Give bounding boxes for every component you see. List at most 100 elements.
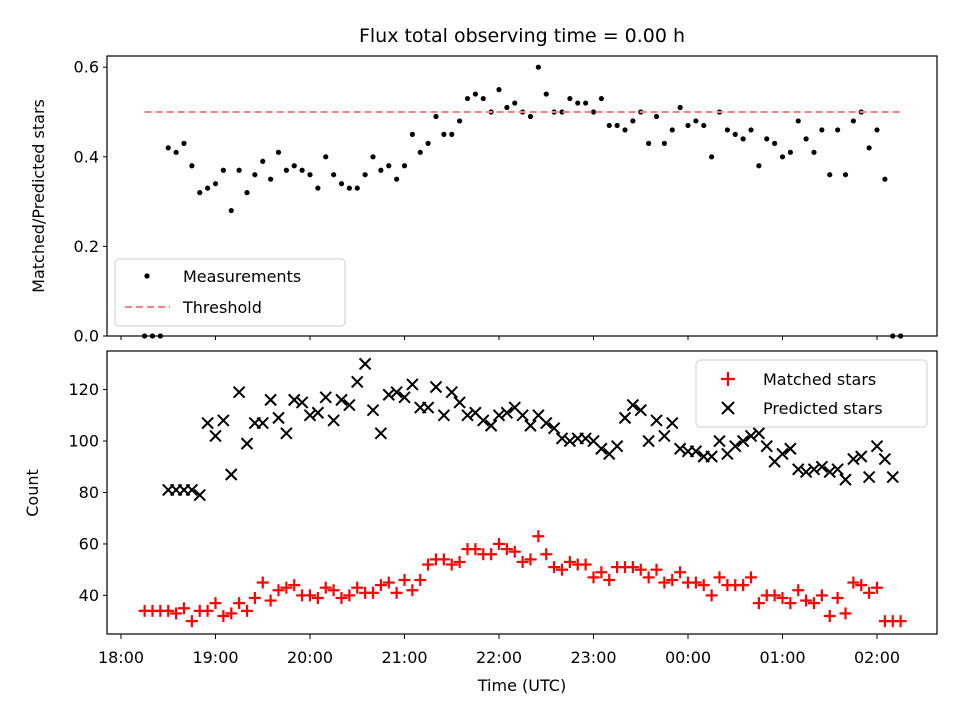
y-tick-label: 120	[68, 380, 99, 399]
ratio-y-axis-label: Matched/Predicted stars	[29, 99, 48, 293]
matched-star-point	[233, 597, 246, 610]
matched-star-point	[658, 576, 671, 589]
x-marker-stroke	[855, 450, 868, 463]
measurement-point	[787, 149, 793, 155]
count-y-axis: 40 60 80 100 120	[68, 380, 107, 605]
matched-star-point	[697, 579, 710, 592]
matched-star-point	[776, 591, 789, 604]
measurement-point	[338, 181, 345, 187]
predicted-star-point	[823, 465, 836, 479]
x-tick-label: 18:00	[98, 648, 144, 667]
count-x-axis: 18:00 19:00 20:00 21:00 22:00 23:00 00:00 01:00…	[98, 634, 900, 667]
x-marker-stroke	[587, 434, 600, 448]
predicted-star-point	[713, 434, 726, 448]
matched-star-point	[422, 558, 435, 571]
x-marker-stroke	[280, 427, 293, 440]
x-marker-stroke	[839, 473, 852, 486]
x-marker-stroke	[540, 416, 553, 430]
x-marker-stroke	[193, 488, 206, 502]
x-marker-stroke	[886, 470, 899, 484]
x-marker-stroke	[185, 483, 199, 497]
matched-star-point	[453, 555, 466, 568]
measurement-point	[346, 185, 352, 191]
measurement-point	[685, 122, 691, 129]
x-tick-label: 00:00	[665, 648, 711, 667]
predicted-star-point	[311, 406, 325, 419]
predicted-star-point	[610, 439, 624, 453]
x-marker-stroke	[390, 385, 403, 399]
measurement-point	[189, 163, 195, 169]
matched-star-point	[863, 586, 876, 599]
measurement-point	[472, 91, 478, 97]
predicted-star-point	[193, 488, 206, 502]
measurement-point	[464, 95, 471, 102]
measurement-point	[740, 136, 746, 142]
measurement-point	[181, 140, 187, 146]
matched-star-point	[201, 604, 214, 617]
x-marker-stroke	[351, 375, 364, 389]
matched-star-point	[335, 591, 348, 604]
measurement-point	[653, 113, 660, 120]
measurement-point	[811, 149, 817, 155]
predicted-star-point	[477, 414, 490, 427]
x-marker-stroke	[256, 416, 269, 430]
predicted-star-point	[500, 406, 514, 419]
x-marker-stroke	[776, 447, 789, 461]
predicted-star-point	[398, 391, 411, 404]
predicted-star-point	[673, 442, 687, 455]
legend-plus-icon	[721, 372, 735, 386]
x-marker-stroke	[744, 429, 758, 443]
x-marker-stroke	[492, 409, 506, 422]
predicted-star-point	[839, 473, 852, 486]
matched-star-point	[185, 615, 198, 628]
measurement-point	[748, 127, 754, 133]
measurement-point	[165, 145, 171, 151]
chart-title: Flux total observing time = 0.00 h	[359, 25, 685, 47]
matched-star-point	[493, 537, 505, 550]
measurement-point	[283, 167, 289, 173]
x-marker-stroke	[705, 450, 718, 463]
x-marker-stroke	[461, 409, 474, 422]
x-marker-stroke	[666, 416, 679, 430]
measurement-point	[661, 140, 667, 146]
x-marker-stroke	[500, 406, 514, 419]
predicted-star-point	[288, 393, 301, 407]
matched-star-point	[500, 543, 513, 556]
x-marker-stroke	[421, 401, 435, 414]
matched-star-point	[241, 604, 253, 617]
measurement-point	[882, 176, 888, 182]
predicted-star-point	[453, 396, 466, 409]
measurement-point	[205, 185, 211, 191]
matched-star-point	[437, 553, 450, 566]
measurement-point	[457, 118, 463, 124]
predicted-star-point	[862, 470, 876, 484]
measurement-point	[772, 140, 778, 146]
x-marker-stroke	[358, 357, 372, 371]
measurement-point	[244, 190, 250, 196]
measurement-point	[197, 190, 203, 196]
y-tick-label: 60	[79, 534, 99, 553]
predicted-star-point	[689, 445, 703, 458]
x-marker-stroke	[547, 421, 561, 435]
matched-star-point	[532, 530, 545, 543]
measurement-point	[425, 140, 431, 146]
matched-star-point	[469, 543, 482, 556]
x-marker-stroke	[272, 411, 285, 425]
x-marker-stroke	[469, 406, 482, 419]
measurement-point	[291, 163, 297, 169]
measurement-point	[268, 176, 274, 182]
predicted-star-point	[831, 463, 844, 476]
matched-star-point	[548, 561, 561, 574]
matched-star-point	[634, 563, 647, 576]
measurement-point	[543, 91, 549, 97]
measurement-point	[496, 87, 502, 93]
matched-star-point	[563, 555, 576, 568]
matched-star-point	[382, 576, 395, 589]
predicted-star-point	[201, 416, 214, 430]
x-marker-stroke	[792, 463, 805, 476]
x-marker-stroke	[484, 419, 498, 432]
x-marker-stroke	[303, 409, 317, 422]
measurement-point	[850, 118, 856, 124]
matched-star-point	[871, 581, 883, 594]
